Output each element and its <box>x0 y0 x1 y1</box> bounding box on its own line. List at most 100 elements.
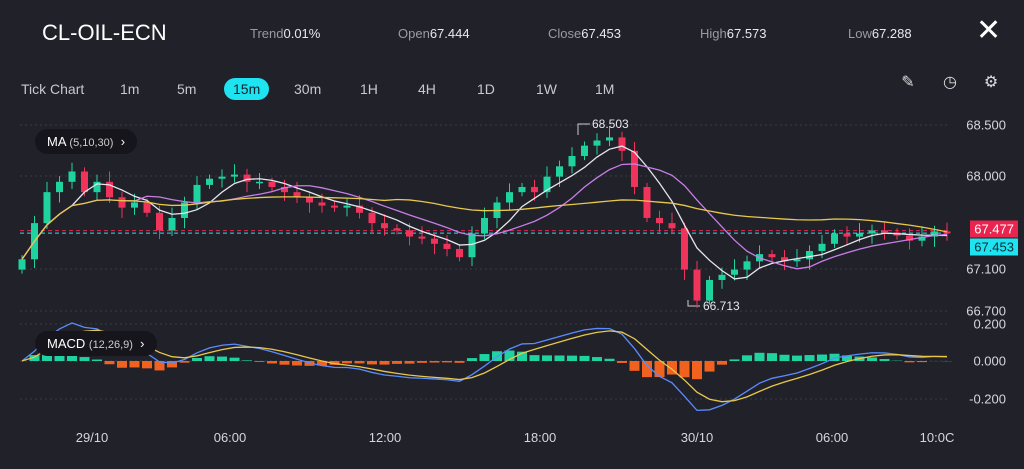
stat-high: High67.573 <box>700 26 767 41</box>
macd-histogram-bar <box>254 361 265 362</box>
macd-histogram-bar <box>829 353 840 361</box>
macd-histogram-bar <box>754 352 765 361</box>
macd-histogram-bar <box>292 361 302 366</box>
timeframe-15m[interactable]: 15m <box>224 78 270 100</box>
macd-histogram-bar <box>767 353 777 361</box>
timeframe-tick-chart[interactable]: Tick Chart <box>21 81 85 97</box>
candle <box>93 181 101 193</box>
macd-histogram-bar <box>279 361 290 365</box>
low-marker <box>687 300 700 307</box>
candle <box>143 202 151 213</box>
chevron-right-icon: › <box>140 336 145 351</box>
candle <box>281 186 288 193</box>
price-axis-label: 68.000 <box>966 168 1006 184</box>
macd-histogram-bar <box>592 357 602 361</box>
candle <box>418 236 426 239</box>
price-axis-label: 66.700 <box>966 303 1006 319</box>
macd-histogram-bar <box>467 358 477 361</box>
timeframe-1m[interactable]: 1M <box>595 81 615 97</box>
candle <box>206 178 213 185</box>
stat-label: Low <box>848 26 872 41</box>
timer-icon[interactable]: ◷ <box>943 74 957 91</box>
candle <box>268 181 276 187</box>
macd-histogram-bar <box>129 361 140 368</box>
candle <box>193 184 201 203</box>
candle <box>868 230 876 234</box>
macd-histogram-bar <box>267 361 277 364</box>
macd-indicator-pill[interactable]: MACD (12,26,9) › <box>35 331 157 356</box>
candle <box>906 235 913 241</box>
ma30-line <box>21 196 948 260</box>
candle <box>656 217 663 224</box>
timeframe-4h[interactable]: 4H <box>418 81 436 97</box>
candle <box>543 176 551 193</box>
candle <box>356 205 363 213</box>
macd-histogram-bar <box>642 361 652 378</box>
close-icon[interactable]: ✕ <box>976 14 1002 47</box>
timeframe-1w[interactable]: 1W <box>536 81 557 97</box>
candle <box>843 233 851 237</box>
macd-histogram-bar <box>542 355 552 361</box>
timeframe-1m[interactable]: 1m <box>120 81 140 97</box>
candle <box>318 202 326 206</box>
candle <box>818 243 826 252</box>
candle <box>443 243 451 249</box>
macd-histogram-bar <box>504 350 515 361</box>
candle <box>943 231 951 234</box>
macd-histogram-bar <box>729 359 740 361</box>
candle <box>643 186 651 218</box>
candle <box>881 230 888 233</box>
macd-histogram-bar <box>617 361 627 363</box>
time-axis-label: 06:00 <box>213 430 247 445</box>
pencil-icon[interactable]: ✎ <box>901 74 915 91</box>
candle <box>81 171 88 193</box>
timeframe-1d[interactable]: 1D <box>477 81 495 97</box>
timeframe-5m[interactable]: 5m <box>177 81 197 97</box>
candle <box>381 223 388 229</box>
candle <box>393 228 401 231</box>
timeframe-30m[interactable]: 30m <box>294 81 322 97</box>
candle <box>618 137 626 151</box>
macd-histogram-bar <box>417 361 427 363</box>
macd-histogram-bar <box>154 361 165 371</box>
macd-histogram-bar <box>217 356 227 361</box>
candle <box>68 171 76 182</box>
stat-value: 0.01% <box>283 26 321 41</box>
stat-open: Open67.444 <box>398 26 470 41</box>
macd-axis-label: -0.200 <box>969 391 1006 407</box>
candle <box>768 254 776 258</box>
stat-trend: Trend0.01% <box>250 26 320 41</box>
macd-histogram-bar <box>392 361 402 364</box>
macd-axis-label: 0.000 <box>973 353 1006 369</box>
macd-histogram-bar <box>917 361 927 363</box>
candle <box>368 212 376 224</box>
candle <box>931 231 938 237</box>
macd-histogram-bar <box>29 355 40 361</box>
candle <box>406 230 413 237</box>
macd-histogram-bar <box>804 355 815 361</box>
macd-histogram-bar <box>79 357 90 361</box>
macd-histogram-bar <box>679 361 690 378</box>
macd-histogram-bar <box>204 356 215 361</box>
macd-histogram-bar <box>867 357 877 361</box>
macd-histogram-bar <box>567 355 577 361</box>
ma-indicator-pill[interactable]: MA (5,10,30) › <box>35 129 138 154</box>
macd-histogram-bar <box>629 361 640 371</box>
macd-histogram-bar <box>429 361 440 363</box>
macd-histogram-bar <box>692 361 702 380</box>
macd-histogram-bar <box>404 361 415 364</box>
candle <box>293 192 301 198</box>
macd-histogram-bar <box>904 361 915 363</box>
settings-icon[interactable]: ⚙ <box>983 74 999 91</box>
macd-histogram-bar <box>779 354 790 361</box>
candle <box>218 176 226 179</box>
stat-value: 67.288 <box>871 26 912 41</box>
candle <box>231 174 238 177</box>
macd-histogram-bar <box>479 354 490 361</box>
candle <box>518 186 526 193</box>
timeframe-1h[interactable]: 1H <box>360 81 378 97</box>
candle <box>331 205 338 208</box>
ma10-line <box>21 163 948 270</box>
candle <box>156 212 163 231</box>
